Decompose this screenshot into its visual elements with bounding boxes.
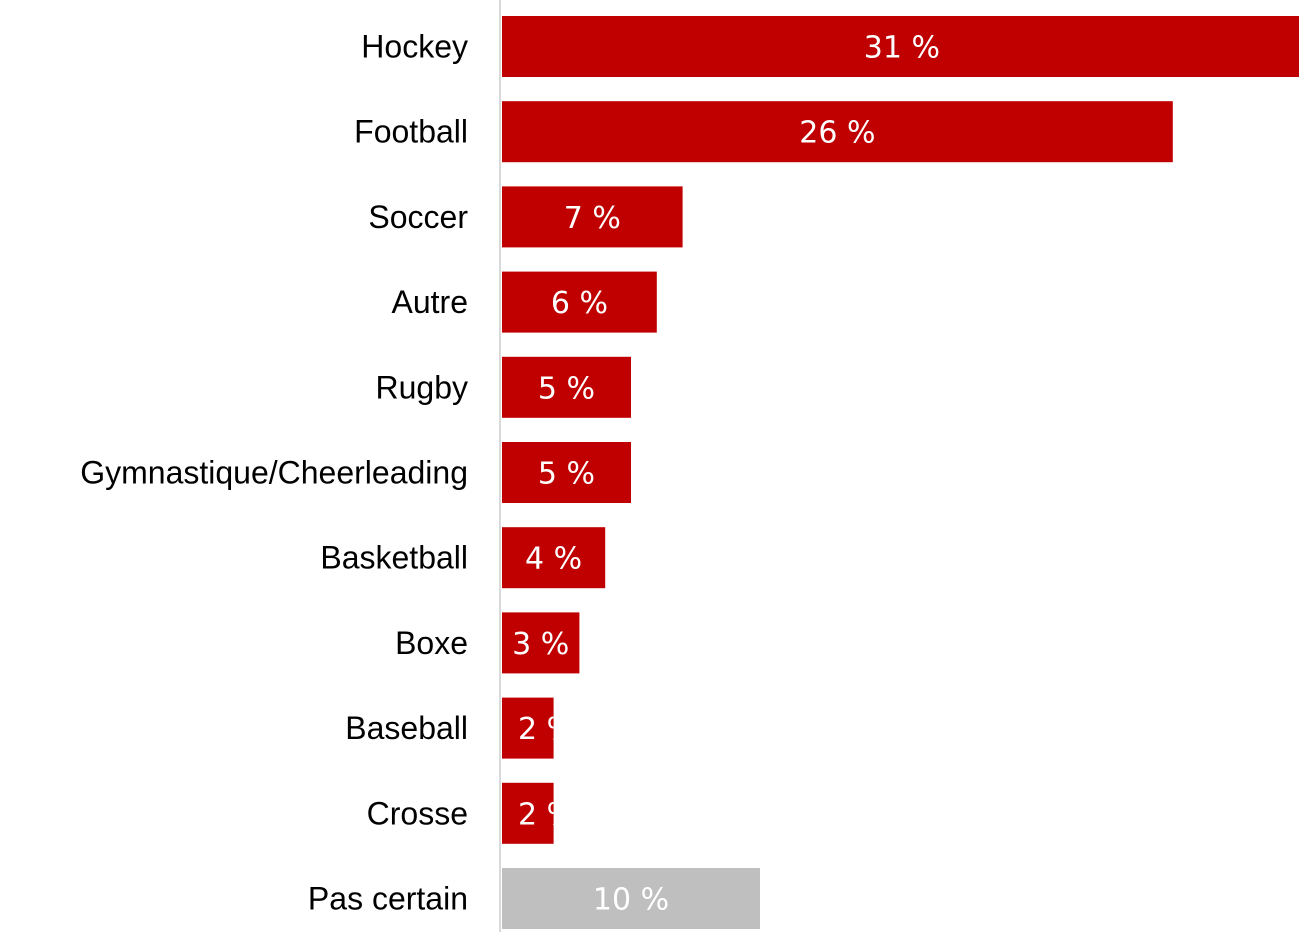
- category-label-hockey: Hockey: [361, 29, 468, 65]
- value-label-rugby: 5 %: [538, 371, 595, 406]
- bar-football: [502, 101, 1173, 163]
- bar-rugby: [502, 356, 631, 418]
- category-labels-group: Hockey Football Soccer Autre Rugby Gymnastiqu…: [80, 29, 468, 917]
- value-label-football: 26 %: [799, 116, 875, 151]
- value-label-autre: 6 %: [551, 286, 608, 321]
- category-label-pas-certain: Pas certain: [308, 881, 468, 917]
- bar-soccer: [502, 186, 683, 248]
- value-label-hockey: 31 %: [864, 31, 940, 66]
- value-label-crosse: 2 %: [518, 797, 575, 832]
- value-label-boxe: 3 %: [512, 627, 569, 662]
- category-label-autre: Autre: [392, 284, 468, 320]
- bars-group: 31 % 26 % 7 % 6 % 5 % 5 % 4 % 3 % 2 % 2 % 10 %: [502, 16, 1299, 929]
- bar-pas-certain: [502, 868, 760, 929]
- category-label-boxe: Boxe: [395, 625, 468, 661]
- category-label-gymnastique-cheerleading: Gymnastique/Cheerleading: [80, 455, 468, 491]
- value-label-basketball: 4 %: [525, 542, 582, 577]
- bar-baseball: [502, 697, 554, 759]
- value-label-soccer: 7 %: [564, 201, 621, 236]
- category-label-rugby: Rugby: [376, 369, 469, 405]
- value-label-gymnastique-cheerleading: 5 %: [538, 457, 595, 492]
- bar-autre: [502, 271, 657, 333]
- value-label-pas-certain: 10 %: [593, 883, 669, 918]
- category-label-football: Football: [354, 114, 468, 150]
- category-label-crosse: Crosse: [367, 795, 468, 831]
- bar-crosse: [502, 782, 554, 844]
- bar-hockey: [502, 16, 1299, 77]
- value-label-baseball: 2 %: [518, 712, 575, 747]
- bar-boxe: [502, 612, 580, 674]
- bar-basketball: [502, 527, 606, 589]
- category-label-basketball: Basketball: [320, 540, 468, 576]
- category-label-soccer: Soccer: [368, 199, 468, 235]
- category-label-baseball: Baseball: [345, 710, 468, 746]
- bar-gymnastique-cheerleading: [502, 442, 631, 503]
